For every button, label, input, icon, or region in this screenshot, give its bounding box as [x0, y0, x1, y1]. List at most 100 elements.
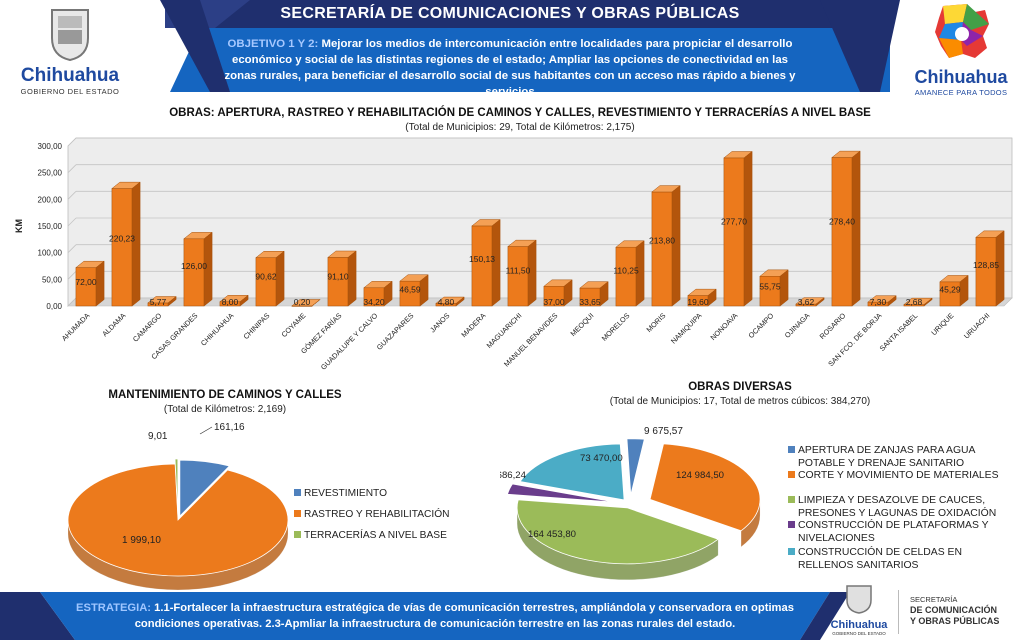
- bar-value-label: 213,80: [649, 235, 675, 245]
- pie-slice: [626, 438, 645, 495]
- bar-side: [347, 250, 357, 307]
- bar-value-label: 2,68: [906, 297, 923, 307]
- y-tick-label: 50,00: [42, 275, 63, 284]
- bar: [183, 231, 213, 307]
- bar-value-label: 7,30: [870, 297, 887, 307]
- bar-value-label: 150,13: [469, 254, 495, 264]
- bar-front: [651, 191, 673, 307]
- bar-side: [995, 230, 1005, 307]
- right-logo: Chihuahua AMANECE PARA TODOS: [905, 2, 1017, 97]
- legend-label: RASTREO Y REHABILITACIÓN: [304, 507, 450, 520]
- y-tick-label: 0,00: [46, 302, 62, 311]
- pie-slice: [649, 443, 761, 532]
- strategy-label: ESTRATEGIA:: [76, 602, 152, 614]
- bar-side: [887, 295, 897, 307]
- bar-side: [419, 274, 429, 307]
- bar: [399, 274, 429, 307]
- header-banner: [160, 0, 900, 92]
- bar-side: [851, 150, 861, 307]
- bar: [507, 239, 537, 307]
- bar: [975, 230, 1005, 307]
- objective-body: Mejorar los medios de intercomunicación …: [224, 38, 796, 98]
- bar-front: [111, 188, 133, 307]
- bar-front: [831, 157, 853, 307]
- objective-text: OBJETIVO 1 Y 2: Mejorar los medios de in…: [220, 36, 800, 100]
- bar-side: [563, 279, 573, 307]
- bar-value-label: 8,00: [222, 297, 239, 307]
- left-logo: Chihuahua GOBIERNO DEL ESTADO: [10, 6, 130, 96]
- objective-label: OBJETIVO 1 Y 2:: [227, 38, 319, 50]
- bar-front: [255, 257, 277, 307]
- secretaria-line3: Y OBRAS PÚBLICAS: [910, 616, 1000, 626]
- coat-of-arms-icon: [51, 9, 89, 62]
- pie-slice: [507, 483, 617, 503]
- bar-value-label: 45,29: [939, 285, 961, 295]
- slice-value-label: 73 470,00: [580, 453, 623, 464]
- left-logo-sub: GOBIERNO DEL ESTADO: [20, 87, 120, 96]
- pie-slice: [174, 458, 179, 515]
- x-tick-label: OJINAGA: [783, 311, 812, 340]
- bar: [579, 281, 609, 307]
- x-tick-label: OCAMPO: [746, 311, 775, 340]
- bar-front: [507, 246, 529, 307]
- gridline-side: [67, 271, 77, 280]
- bar-value-label: 110,25: [613, 266, 639, 276]
- secretaria-logo-text: SECRETARÍA DE COMUNICACIÓN Y OBRAS PÚBLI…: [910, 594, 1020, 627]
- pie-slice-shade: [68, 520, 288, 590]
- pie2-subtitle: (Total de Municipios: 17, Total de metro…: [610, 396, 871, 407]
- bar-value-label: 37,00: [543, 297, 565, 307]
- y-tick-label: 150,00: [38, 222, 63, 231]
- bar: [147, 296, 177, 307]
- bar-front: [723, 157, 745, 307]
- strategy-text: ESTRATEGIA: 1.1-Fortalecer la infraestru…: [70, 600, 800, 632]
- pie-slice: [516, 499, 719, 565]
- pie-chart-mantenimiento: MANTENIMIENTO DE CAMINOS Y CALLES (Total…: [67, 389, 450, 591]
- bar-side: [491, 219, 501, 307]
- bar-chart-subtitle: (Total de Municipios: 29, Total de Kilóm…: [405, 122, 634, 133]
- x-tick-label: MORIS: [644, 311, 667, 334]
- bar-value-label: 90,62: [255, 271, 277, 281]
- x-tick-label: JANOS: [428, 311, 451, 334]
- bar: [795, 297, 825, 307]
- bar-side: [239, 294, 249, 307]
- x-tick-label: NAMIQUIPA: [669, 311, 704, 346]
- footer-banner: [0, 592, 850, 640]
- right-logo-name: Chihuahua: [914, 67, 1008, 87]
- bar: [939, 274, 969, 307]
- secretaria-line2: DE COMUNICACIÓN: [910, 605, 997, 615]
- slice-value-label: 124 984,50: [676, 470, 724, 481]
- x-tick-label: SANTA ISABEL: [878, 311, 920, 353]
- bar: [327, 250, 357, 307]
- x-tick-label: MORELOS: [600, 311, 632, 343]
- pie-slice: [179, 459, 231, 518]
- legend-swatch: [788, 521, 795, 528]
- legend-label: APERTURA DE ZANJAS PARA AGUA POTABLE Y DR…: [798, 445, 976, 469]
- x-tick-label: CHIHUAHUA: [199, 311, 236, 348]
- bar-side: [671, 185, 681, 307]
- gridline-side: [67, 137, 77, 147]
- slice-value-label: 164 453,80: [528, 529, 576, 540]
- legend-swatch: [788, 548, 795, 555]
- pie-chart-obras-diversas: OBRAS DIVERSAS (Total de Municipios: 17,…: [500, 381, 999, 580]
- bar-side: [743, 150, 753, 307]
- bar-side: [203, 231, 213, 307]
- legend-label: CONSTRUCCIÓN DE PLATAFORMAS Y NIVELACIONE…: [798, 518, 989, 544]
- gridline-side: [67, 191, 77, 200]
- bar-side: [455, 296, 465, 307]
- leader-line: [199, 426, 213, 435]
- bar-value-label: 278,40: [829, 216, 855, 226]
- bar: [651, 185, 681, 307]
- x-tick-label: URUACHI: [962, 311, 992, 341]
- bar-value-label: 220,23: [109, 233, 135, 243]
- bar: [255, 250, 285, 307]
- strategy-body: 1.1-Fortalecer la infraestructura estrat…: [134, 602, 794, 630]
- x-tick-label: CAMARGO: [131, 311, 164, 344]
- x-tick-label: ALDAMA: [100, 311, 127, 338]
- bar-side: [599, 281, 609, 307]
- bar-front: [327, 257, 349, 307]
- legend-label: REVESTIMIENTO: [304, 488, 387, 499]
- x-tick-label: AHUMADA: [60, 311, 92, 343]
- state-map-icon: [935, 4, 989, 58]
- bar: [867, 295, 897, 307]
- legend-swatch: [788, 496, 795, 503]
